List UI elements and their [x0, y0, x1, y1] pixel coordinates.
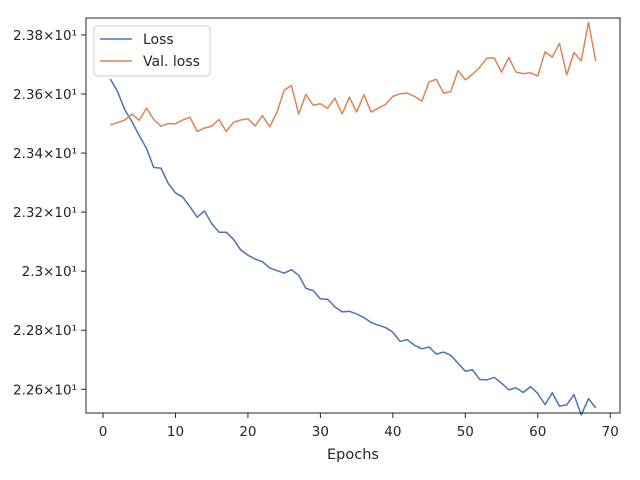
plot-frame [85, 17, 621, 414]
x-tick-label: 0 [99, 424, 108, 440]
x-tick-label: 70 [602, 424, 619, 440]
y-tick-label: 2.36×10¹ [13, 87, 77, 103]
series-line-1 [110, 21, 597, 133]
legend-label-val-loss: Val. loss [143, 54, 200, 70]
series-layer [109, 21, 597, 416]
y-tick-label: 2.3×10¹ [22, 264, 77, 280]
x-axis: 0 10 20 30 40 50 60 70 [99, 413, 619, 440]
y-tick-label: 2.26×10¹ [13, 382, 77, 398]
series-line-0 [109, 78, 597, 416]
x-axis-label: Epochs [327, 447, 379, 463]
x-tick-label: 60 [529, 424, 546, 440]
x-tick-label: 10 [167, 424, 184, 440]
plot-area [86, 18, 620, 413]
x-tick-label: 20 [239, 424, 256, 440]
y-tick-label: 2.34×10¹ [13, 146, 77, 162]
y-tick-label: 2.28×10¹ [13, 323, 77, 339]
x-tick-label: 40 [384, 424, 401, 440]
legend-label-loss: Loss [143, 32, 174, 48]
legend: Loss Val. loss [93, 25, 211, 77]
y-axis: 2.26×10¹ 2.28×10¹ 2.3×10¹ 2.32×10¹ 2.34×10¹ 2… [13, 28, 86, 398]
x-tick-label: 30 [312, 424, 329, 440]
y-tick-label: 2.38×10¹ [13, 28, 77, 44]
y-tick-label: 2.32×10¹ [13, 205, 77, 221]
x-tick-label: 50 [457, 424, 474, 440]
